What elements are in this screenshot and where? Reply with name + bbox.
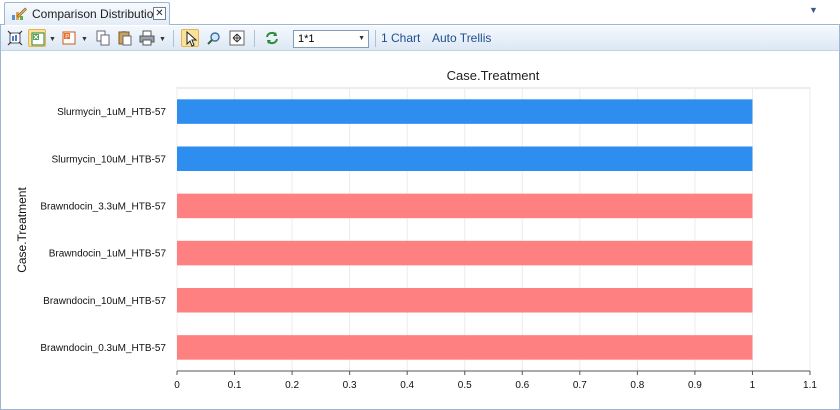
fit-view-icon[interactable] xyxy=(228,29,246,47)
x-tick-label: 1.1 xyxy=(803,380,817,391)
export-powerpoint-dropdown-icon[interactable]: ▼ xyxy=(81,36,88,43)
print-dropdown-icon[interactable]: ▼ xyxy=(159,36,166,43)
close-icon[interactable]: ✕ xyxy=(153,7,166,20)
x-tick-label: 0.7 xyxy=(573,380,587,391)
category-label: Brawndocin_10uM_HTB-57 xyxy=(43,296,166,307)
bar-chart: Case.Treatment Case.Treatment Slurmycin_… xyxy=(15,68,817,391)
category-label: Brawndocin_3.3uM_HTB-57 xyxy=(40,201,166,212)
document-tab-strip: Comparison Distribution ✕ ▼ xyxy=(0,0,840,25)
layout-combo-value: 1*1 xyxy=(298,33,315,45)
toolbar-separator xyxy=(375,30,376,47)
copy-icon[interactable] xyxy=(94,29,112,47)
bar[interactable] xyxy=(177,193,753,219)
tab-comparison-distribution[interactable]: Comparison Distribution ✕ xyxy=(4,2,170,25)
x-tick-label: 0.9 xyxy=(688,380,702,391)
x-tick-labels: 0 0.1 0.2 0.3 0.4 0.5 0.6 0.7 0.8 0.9 1 1.1 xyxy=(174,371,817,391)
refresh-icon[interactable] xyxy=(263,29,281,47)
x-tick-label: 1 xyxy=(750,380,756,391)
x-tick-label: 0.3 xyxy=(343,380,357,391)
bar[interactable] xyxy=(177,99,753,124)
x-tick-label: 0.2 xyxy=(285,380,299,391)
chart-toolbar: ▼ P ▼ ▼ 1*1 ▼ 1 Chart Auto Trellis xyxy=(1,26,839,51)
export-excel-icon[interactable] xyxy=(28,29,46,47)
x-tick-label: 0.1 xyxy=(228,380,242,391)
grid-lines xyxy=(176,88,811,371)
print-icon[interactable] xyxy=(138,29,156,47)
plot-area xyxy=(176,87,811,372)
chevron-down-icon[interactable]: ▼ xyxy=(358,35,365,42)
tab-overflow-dropdown-icon[interactable]: ▼ xyxy=(809,5,818,15)
export-powerpoint-icon[interactable]: P xyxy=(60,29,78,47)
category-label: Slurmycin_10uM_HTB-57 xyxy=(52,154,167,165)
bar[interactable] xyxy=(177,146,753,172)
bar[interactable] xyxy=(177,240,753,266)
toolbar-separator xyxy=(173,30,174,47)
category-label: Brawndocin_1uM_HTB-57 xyxy=(49,249,167,260)
auto-trellis-button[interactable]: Auto Trellis xyxy=(432,31,492,45)
x-tick-label: 0.8 xyxy=(630,380,644,391)
chart-title: Case.Treatment xyxy=(447,68,540,83)
x-tick-label: 0 xyxy=(174,380,180,391)
bar-series xyxy=(177,99,753,360)
bar[interactable] xyxy=(177,335,753,360)
fit-chart-icon[interactable] xyxy=(6,29,24,47)
x-tick-label: 0.6 xyxy=(515,380,529,391)
zoom-icon[interactable] xyxy=(205,29,223,47)
x-tick-label: 0.4 xyxy=(400,380,414,391)
layout-combo[interactable]: 1*1 ▼ xyxy=(293,30,369,48)
export-excel-dropdown-icon[interactable]: ▼ xyxy=(49,36,56,43)
svg-text:P: P xyxy=(65,34,69,40)
y-axis-label: Case.Treatment xyxy=(15,187,29,273)
one-chart-button[interactable]: 1 Chart xyxy=(381,31,421,45)
category-label: Brawndocin_0.3uM_HTB-57 xyxy=(40,343,166,354)
tab-title: Comparison Distribution xyxy=(32,7,161,21)
toolbar-separator xyxy=(254,30,255,47)
category-labels: Slurmycin_1uM_HTB-57 Slurmycin_10uM_HTB-5… xyxy=(40,107,166,354)
pointer-icon[interactable] xyxy=(181,29,199,47)
x-tick-label: 0.5 xyxy=(458,380,472,391)
chart-pencil-icon xyxy=(11,7,27,21)
bar[interactable] xyxy=(177,287,753,313)
category-label: Slurmycin_1uM_HTB-57 xyxy=(57,107,166,118)
paste-icon[interactable] xyxy=(116,29,134,47)
